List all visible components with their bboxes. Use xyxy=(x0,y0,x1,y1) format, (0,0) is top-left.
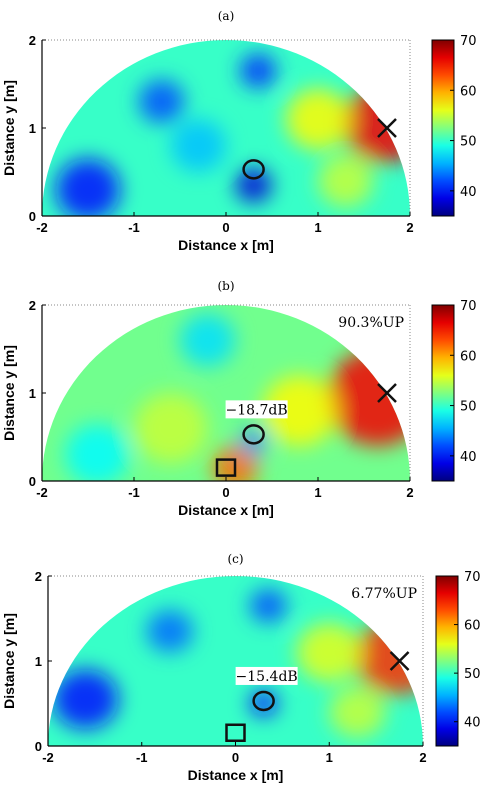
uplift-annotation: 90.3%UP xyxy=(338,315,404,331)
panel-3: (c) -2 -1 0 1 2 0 1 2 Distance x [m] Distance y [m… xyxy=(1,552,481,783)
colorbar-tick-label: 50 xyxy=(460,400,477,415)
hotspot xyxy=(262,375,337,446)
hotspot xyxy=(55,158,121,216)
y-tick-label: 2 xyxy=(29,33,36,48)
panel-1: (a) -2 -1 0 1 2 0 1 2 Distance x [m] Distance y [m… xyxy=(1,9,477,253)
cross-marker-b xyxy=(377,118,397,138)
panel-label: (c) xyxy=(227,552,243,566)
hotspot xyxy=(235,167,272,203)
circle-marker xyxy=(242,424,265,445)
colorbar-tick-label: 70 xyxy=(460,299,477,314)
square-marker xyxy=(215,458,237,477)
colorbar-tick-label: 60 xyxy=(460,84,477,99)
colorbar-tick-label: 60 xyxy=(464,619,481,634)
hotspot xyxy=(239,53,277,89)
colorbar-tick-label: 40 xyxy=(460,185,477,200)
hotspot xyxy=(285,88,351,150)
y-tick-label: 2 xyxy=(29,298,36,313)
square-marker xyxy=(225,723,246,742)
y-axis-label: Distance y [m] xyxy=(1,80,17,176)
y-tick-label: 1 xyxy=(29,121,36,136)
cross-marker-b xyxy=(377,383,397,403)
y-axis-label: Distance y [m] xyxy=(1,613,17,709)
hotspot xyxy=(296,622,363,683)
circle-marker xyxy=(242,159,265,180)
x-tick-label: -2 xyxy=(42,750,54,765)
hotspot xyxy=(239,428,268,455)
x-tick-label: 1 xyxy=(314,220,321,235)
x-tick-label: -1 xyxy=(136,750,148,765)
circle-marker xyxy=(252,690,275,712)
hotspot xyxy=(138,79,185,124)
hotspot xyxy=(327,349,410,446)
x-tick-label: 0 xyxy=(232,750,239,765)
hotspot xyxy=(329,686,386,738)
x-tick-label: -1 xyxy=(128,220,140,235)
x-tick-label: 0 xyxy=(222,485,229,500)
db-label-box xyxy=(225,400,288,419)
y-axis-label: Distance y [m] xyxy=(1,345,17,441)
hotspot xyxy=(65,423,130,481)
y-tick-label: 1 xyxy=(29,386,36,401)
colorbar-tick-label: 40 xyxy=(464,716,481,731)
colorbar-tick-label: 70 xyxy=(460,34,477,49)
x-tick-label: 1 xyxy=(326,750,333,765)
y-tick-label: 0 xyxy=(29,474,36,489)
x-tick-label: -2 xyxy=(36,485,48,500)
y-tick-label: 0 xyxy=(35,739,42,754)
y-tick-label: 2 xyxy=(35,569,42,584)
x-tick-label: 2 xyxy=(419,750,426,765)
cross-marker-b xyxy=(389,651,410,671)
db-label-box xyxy=(235,666,298,685)
x-tick-label: -1 xyxy=(128,485,140,500)
x-tick-label: -2 xyxy=(36,220,48,235)
hotspot xyxy=(180,313,236,367)
hotspot xyxy=(249,588,288,623)
colorbar-tick-label: 60 xyxy=(460,349,477,364)
colorbar-tick-label: 40 xyxy=(460,450,477,465)
hotspot xyxy=(249,690,278,717)
colorbar xyxy=(431,304,455,482)
hotspot xyxy=(170,119,226,172)
x-axis-label: Distance x [m] xyxy=(188,767,284,783)
panel-label: (a) xyxy=(218,9,235,23)
hotspot xyxy=(318,154,374,208)
hotspot xyxy=(52,669,119,729)
x-tick-label: 1 xyxy=(314,485,321,500)
panel-2: (b) -2 -1 0 1 2 0 1 2 Distance x [m] Distance y [m… xyxy=(1,279,477,518)
db-label: −18.7dB xyxy=(226,402,288,418)
x-tick-label: 2 xyxy=(406,485,413,500)
colorbar xyxy=(435,575,459,747)
x-axis-label: Distance x [m] xyxy=(178,502,274,518)
colorbar-tick-label: 50 xyxy=(460,135,477,150)
x-tick-label: 0 xyxy=(222,220,229,235)
heatmap-field xyxy=(42,40,410,216)
x-axis-label: Distance x [m] xyxy=(178,237,274,253)
hotspot xyxy=(134,393,208,464)
colorbar xyxy=(431,39,455,217)
y-tick-label: 0 xyxy=(29,209,36,224)
x-tick-label: 2 xyxy=(406,220,413,235)
hotspot xyxy=(146,610,194,653)
uplift-annotation: 6.77%UP xyxy=(351,586,417,602)
db-label: −15.4dB xyxy=(236,669,298,685)
colorbar-tick-label: 50 xyxy=(464,667,481,682)
colorbar-tick-label: 70 xyxy=(464,570,481,585)
panel-label: (b) xyxy=(217,279,234,293)
y-tick-label: 1 xyxy=(35,654,42,669)
